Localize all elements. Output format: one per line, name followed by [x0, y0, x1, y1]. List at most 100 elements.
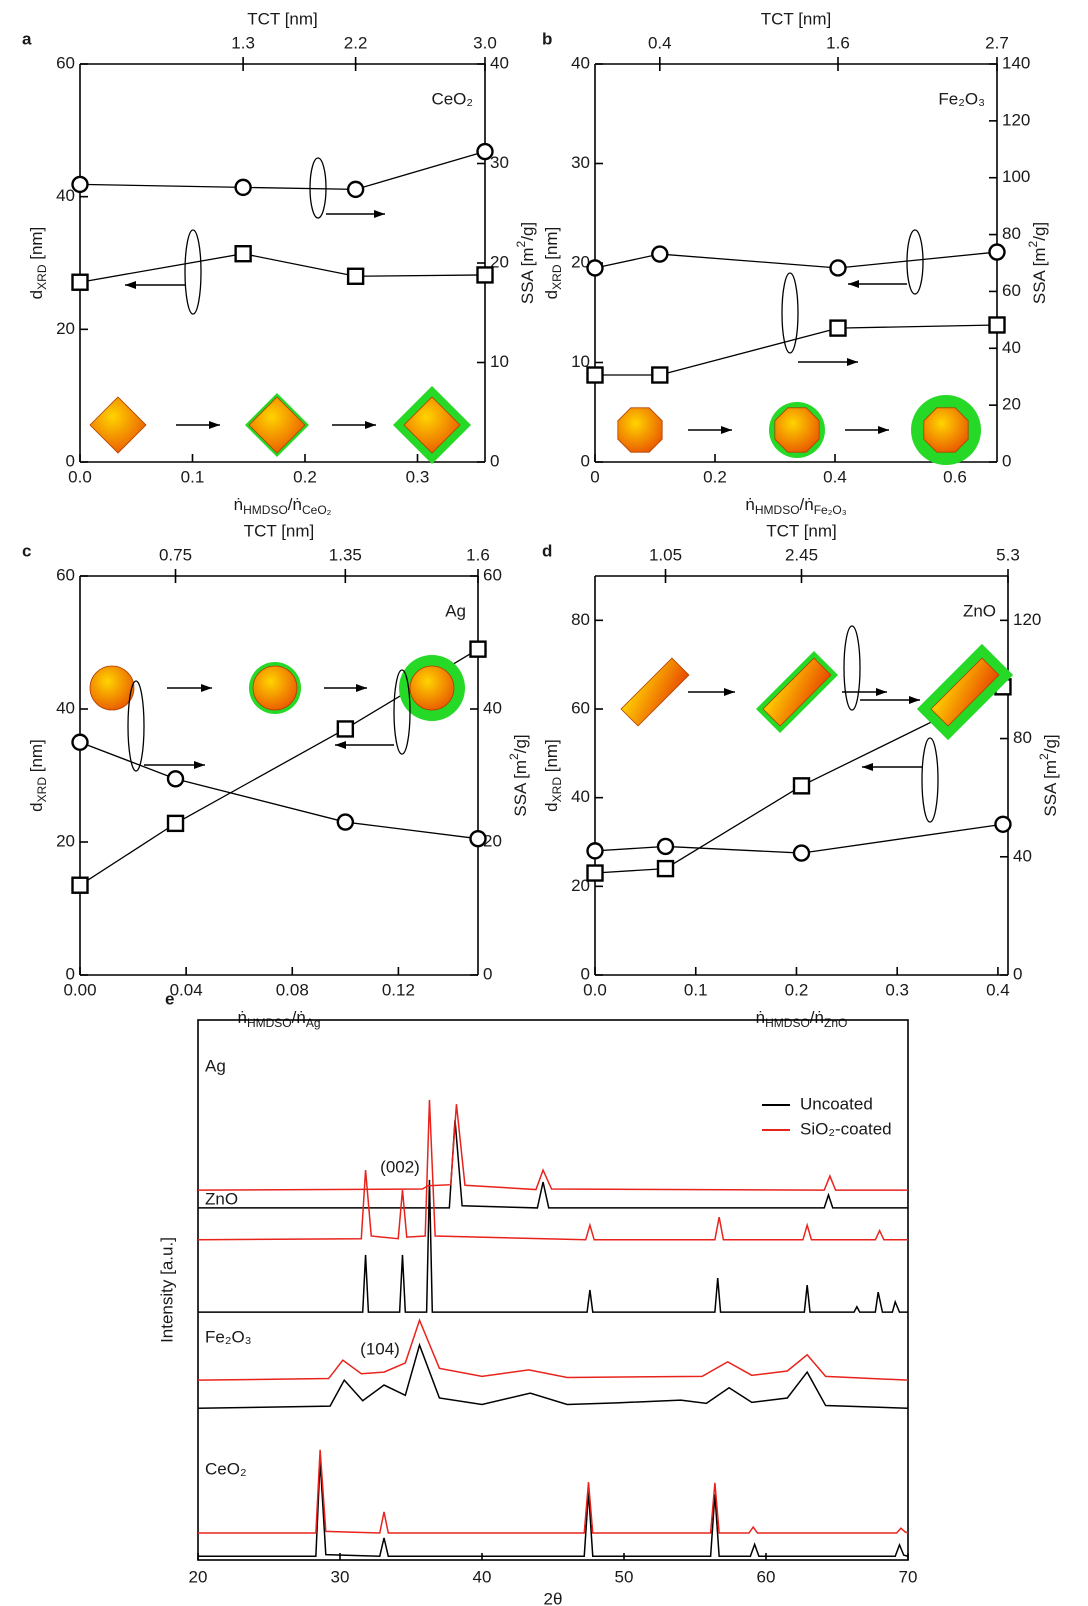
annotation-ellipse [921, 737, 939, 823]
pattern-label: Fe₂O₃ [205, 1327, 252, 1346]
arrow-head [721, 426, 732, 434]
y2-axis-label: SSA [m2/g] [1037, 734, 1060, 816]
x-axis-label-part: ṅ [237, 1008, 246, 1027]
top-tick-label: 1.6 [826, 33, 850, 52]
y2-tick-label: 20 [490, 252, 509, 271]
particle-core [89, 396, 147, 454]
x-tick-label: 0.3 [885, 980, 909, 999]
y2-tick-label: 0 [490, 451, 499, 470]
x-axis-label-part: ṅ [745, 495, 754, 514]
particle [89, 665, 135, 711]
circle-marker [71, 733, 89, 751]
x-axis-label: 2θ [544, 1589, 563, 1606]
x-tick-label: 0 [590, 467, 599, 486]
square-marker [234, 245, 252, 263]
y-tick-label: 40 [571, 787, 590, 806]
series-line [79, 150, 486, 191]
y2-axis-label: SSA [m2/g] [514, 222, 537, 304]
peak-annotation: (104) [360, 1339, 400, 1358]
y-tick-label: 30 [571, 153, 590, 172]
panel-label: d [542, 541, 552, 560]
top-tick-label: 2.2 [344, 33, 368, 52]
top-tick-label: 3.0 [473, 33, 497, 52]
x-tick-label: 0.1 [684, 980, 708, 999]
y-axis-label-part: [nm] [27, 227, 46, 265]
circle-marker [829, 259, 847, 277]
y-axis-label-part: d [27, 290, 46, 299]
particle [89, 396, 147, 454]
series-line [594, 823, 1004, 854]
panel-label: e [165, 989, 174, 1008]
annotation-ellipse [906, 229, 924, 295]
y2-axis-label-part: 2 [514, 240, 528, 247]
xrd-trace [197, 1342, 909, 1410]
particle-core [762, 657, 832, 727]
y-tick-label: 60 [56, 53, 75, 72]
y2-tick-label: 140 [1002, 53, 1030, 72]
square-marker [476, 266, 494, 284]
square-marker [586, 864, 604, 882]
square-marker [988, 316, 1006, 334]
arrow-head [365, 421, 376, 429]
top-tick-label: 5.3 [996, 545, 1020, 564]
y-axis-label: Intensity [a.u.] [157, 1237, 176, 1343]
x-axis-label-part: ṅ [756, 1008, 765, 1027]
square-marker [656, 859, 675, 878]
particle [755, 650, 839, 734]
x-tick-label: 0.04 [170, 980, 203, 999]
y2-tick-label: 80 [1013, 728, 1032, 747]
y2-tick-label: 40 [490, 53, 509, 72]
arrow-head [848, 280, 859, 288]
x-tick-label: 0.12 [382, 980, 415, 999]
y-axis-label-part: d [542, 802, 561, 811]
particle-core [248, 396, 306, 454]
arrow-head [374, 210, 385, 218]
arrow-head [356, 684, 367, 692]
circle-marker [234, 178, 252, 197]
annotation-ellipse [843, 625, 861, 711]
y2-tick-label: 0 [1002, 451, 1011, 470]
y-tick-label: 60 [56, 565, 75, 584]
particle [393, 386, 471, 464]
particle [620, 657, 690, 727]
particle [245, 393, 309, 457]
square-marker [651, 366, 669, 384]
arrow-head [335, 741, 346, 749]
top-axis-label: TCT [nm] [766, 521, 837, 540]
y-axis-label-part: [nm] [27, 739, 46, 777]
x-tick-label: 0.00 [63, 980, 96, 999]
circle-marker [994, 815, 1012, 833]
y2-axis-label: SSA [m2/g] [1026, 222, 1049, 304]
arrow-head [847, 358, 858, 366]
square-marker [336, 720, 355, 738]
y-axis-label: dXRD [nm] [27, 227, 49, 300]
x-tick-label: 0.2 [703, 467, 727, 486]
x-axis-label-part: CeO₂ [302, 503, 332, 517]
x-tick-label: 0.1 [181, 467, 205, 486]
x-tick-label: 0.4 [986, 980, 1010, 999]
y2-tick-label: 40 [1002, 338, 1021, 357]
pattern-label: Ag [205, 1056, 226, 1075]
particle-core [89, 665, 135, 711]
particle [617, 407, 663, 453]
y2-tick-label: 0 [1013, 964, 1022, 983]
particle-core [774, 407, 820, 453]
x-axis-label-part: /ṅ [292, 1008, 306, 1027]
particle-core [252, 665, 298, 711]
y2-axis-label-part: SSA [m [1030, 247, 1049, 304]
series-line [594, 251, 998, 269]
series-line [79, 741, 479, 840]
x-axis-label: ṅHMDSO/ṅCeO₂ [234, 495, 332, 517]
y-tick-label: 20 [56, 831, 75, 850]
y2-axis-label-part: /g] [1030, 222, 1049, 241]
circle-marker [988, 243, 1006, 261]
peak-annotation: (002) [380, 1157, 420, 1176]
y2-axis-label: SSA [m2/g] [507, 734, 530, 816]
x-tick-label: 60 [757, 1567, 776, 1586]
y-axis-label-part: d [542, 290, 561, 299]
circle-marker [336, 813, 355, 831]
x-axis-label-part: HMDSO [247, 1016, 292, 1030]
y2-tick-label: 100 [1002, 167, 1030, 186]
square-marker [166, 814, 185, 833]
top-axis-label: TCT [nm] [244, 521, 315, 540]
